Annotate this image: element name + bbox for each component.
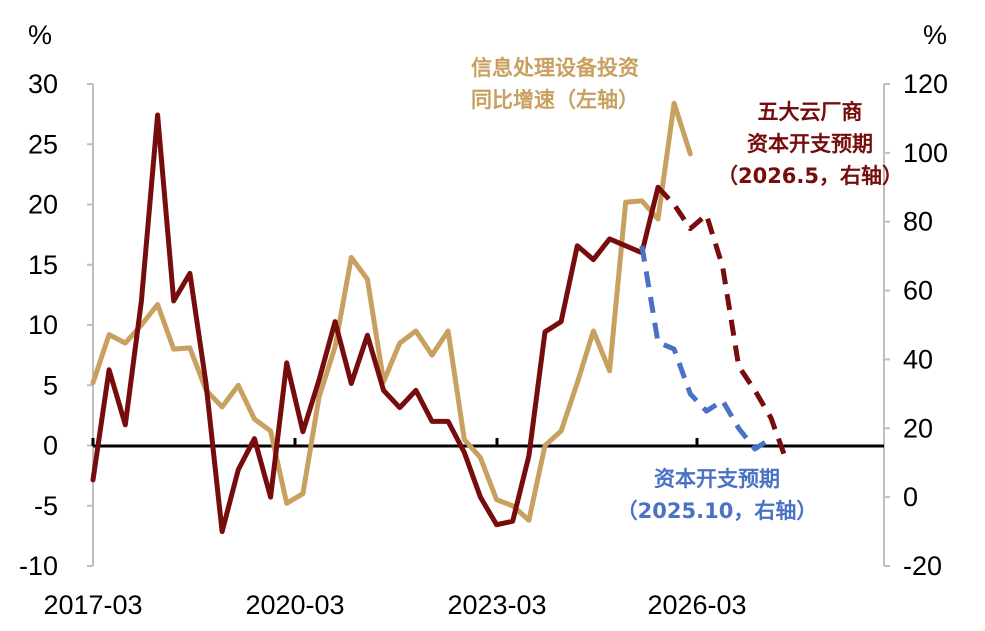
left-axis-unit: % [28,20,52,50]
left-y-tick-label: 10 [28,310,58,340]
series-line-capex [639,245,773,452]
series-lines [90,100,790,535]
left-y-tick-label: 0 [43,431,58,461]
annotation-capex-line-2: （2025.10，右轴） [617,499,818,523]
right-y-tick-label: -20 [903,551,942,581]
right-y-tick-label: 120 [903,69,948,99]
right-y-tick-label: 80 [903,207,933,237]
series-line-cloud-capex-actual [90,112,661,535]
x-tick-label: 2023-03 [447,590,546,620]
annotation-equipment: 信息处理设备投资 同比增速（左轴） [471,56,639,112]
left-y-tick-label: 30 [28,69,58,99]
left-y-tick-label: 25 [28,129,58,159]
right-y-tick-label: 60 [903,276,933,306]
left-y-tick-label: -5 [34,491,58,521]
annotation-capex: 资本开支预期 （2025.10，右轴） [617,467,818,523]
right-y-tick-label: 0 [903,482,918,512]
annotation-equipment-line-2: 同比增速（左轴） [471,88,639,112]
right-axis-unit: % [923,20,947,50]
right-y-tick-label: 40 [903,344,933,374]
x-tick-label: 2017-03 [43,590,142,620]
left-y-tick-label: 5 [43,370,58,400]
left-y-tick-label: -10 [19,551,58,581]
annotation-cloud-line-3: （2026.5，右轴） [717,164,903,188]
annotation-cloud: 五大云厂商 资本开支预期 （2026.5，右轴） [717,100,903,188]
right-y-tick-label: 100 [903,138,948,168]
x-tick-label: 2026-03 [647,590,746,620]
x-tick-label: 2020-03 [245,590,344,620]
series-line-cloud [656,185,790,464]
annotation-cloud-line-2: 资本开支预期 [747,132,873,156]
axes: -10 -5 0 5 10 15 20 25 30 -20 0 20 40 60 80 100 120 2017-… [19,69,948,620]
left-y-tick-label: 15 [28,250,58,280]
annotation-cloud-line-1: 五大云厂商 [758,100,863,124]
series-line-equipment [90,100,693,523]
right-y-tick-label: 20 [903,413,933,443]
annotation-capex-line-1: 资本开支预期 [654,467,780,491]
annotation-equipment-line-1: 信息处理设备投资 [471,56,639,80]
left-y-tick-label: 20 [28,190,58,220]
